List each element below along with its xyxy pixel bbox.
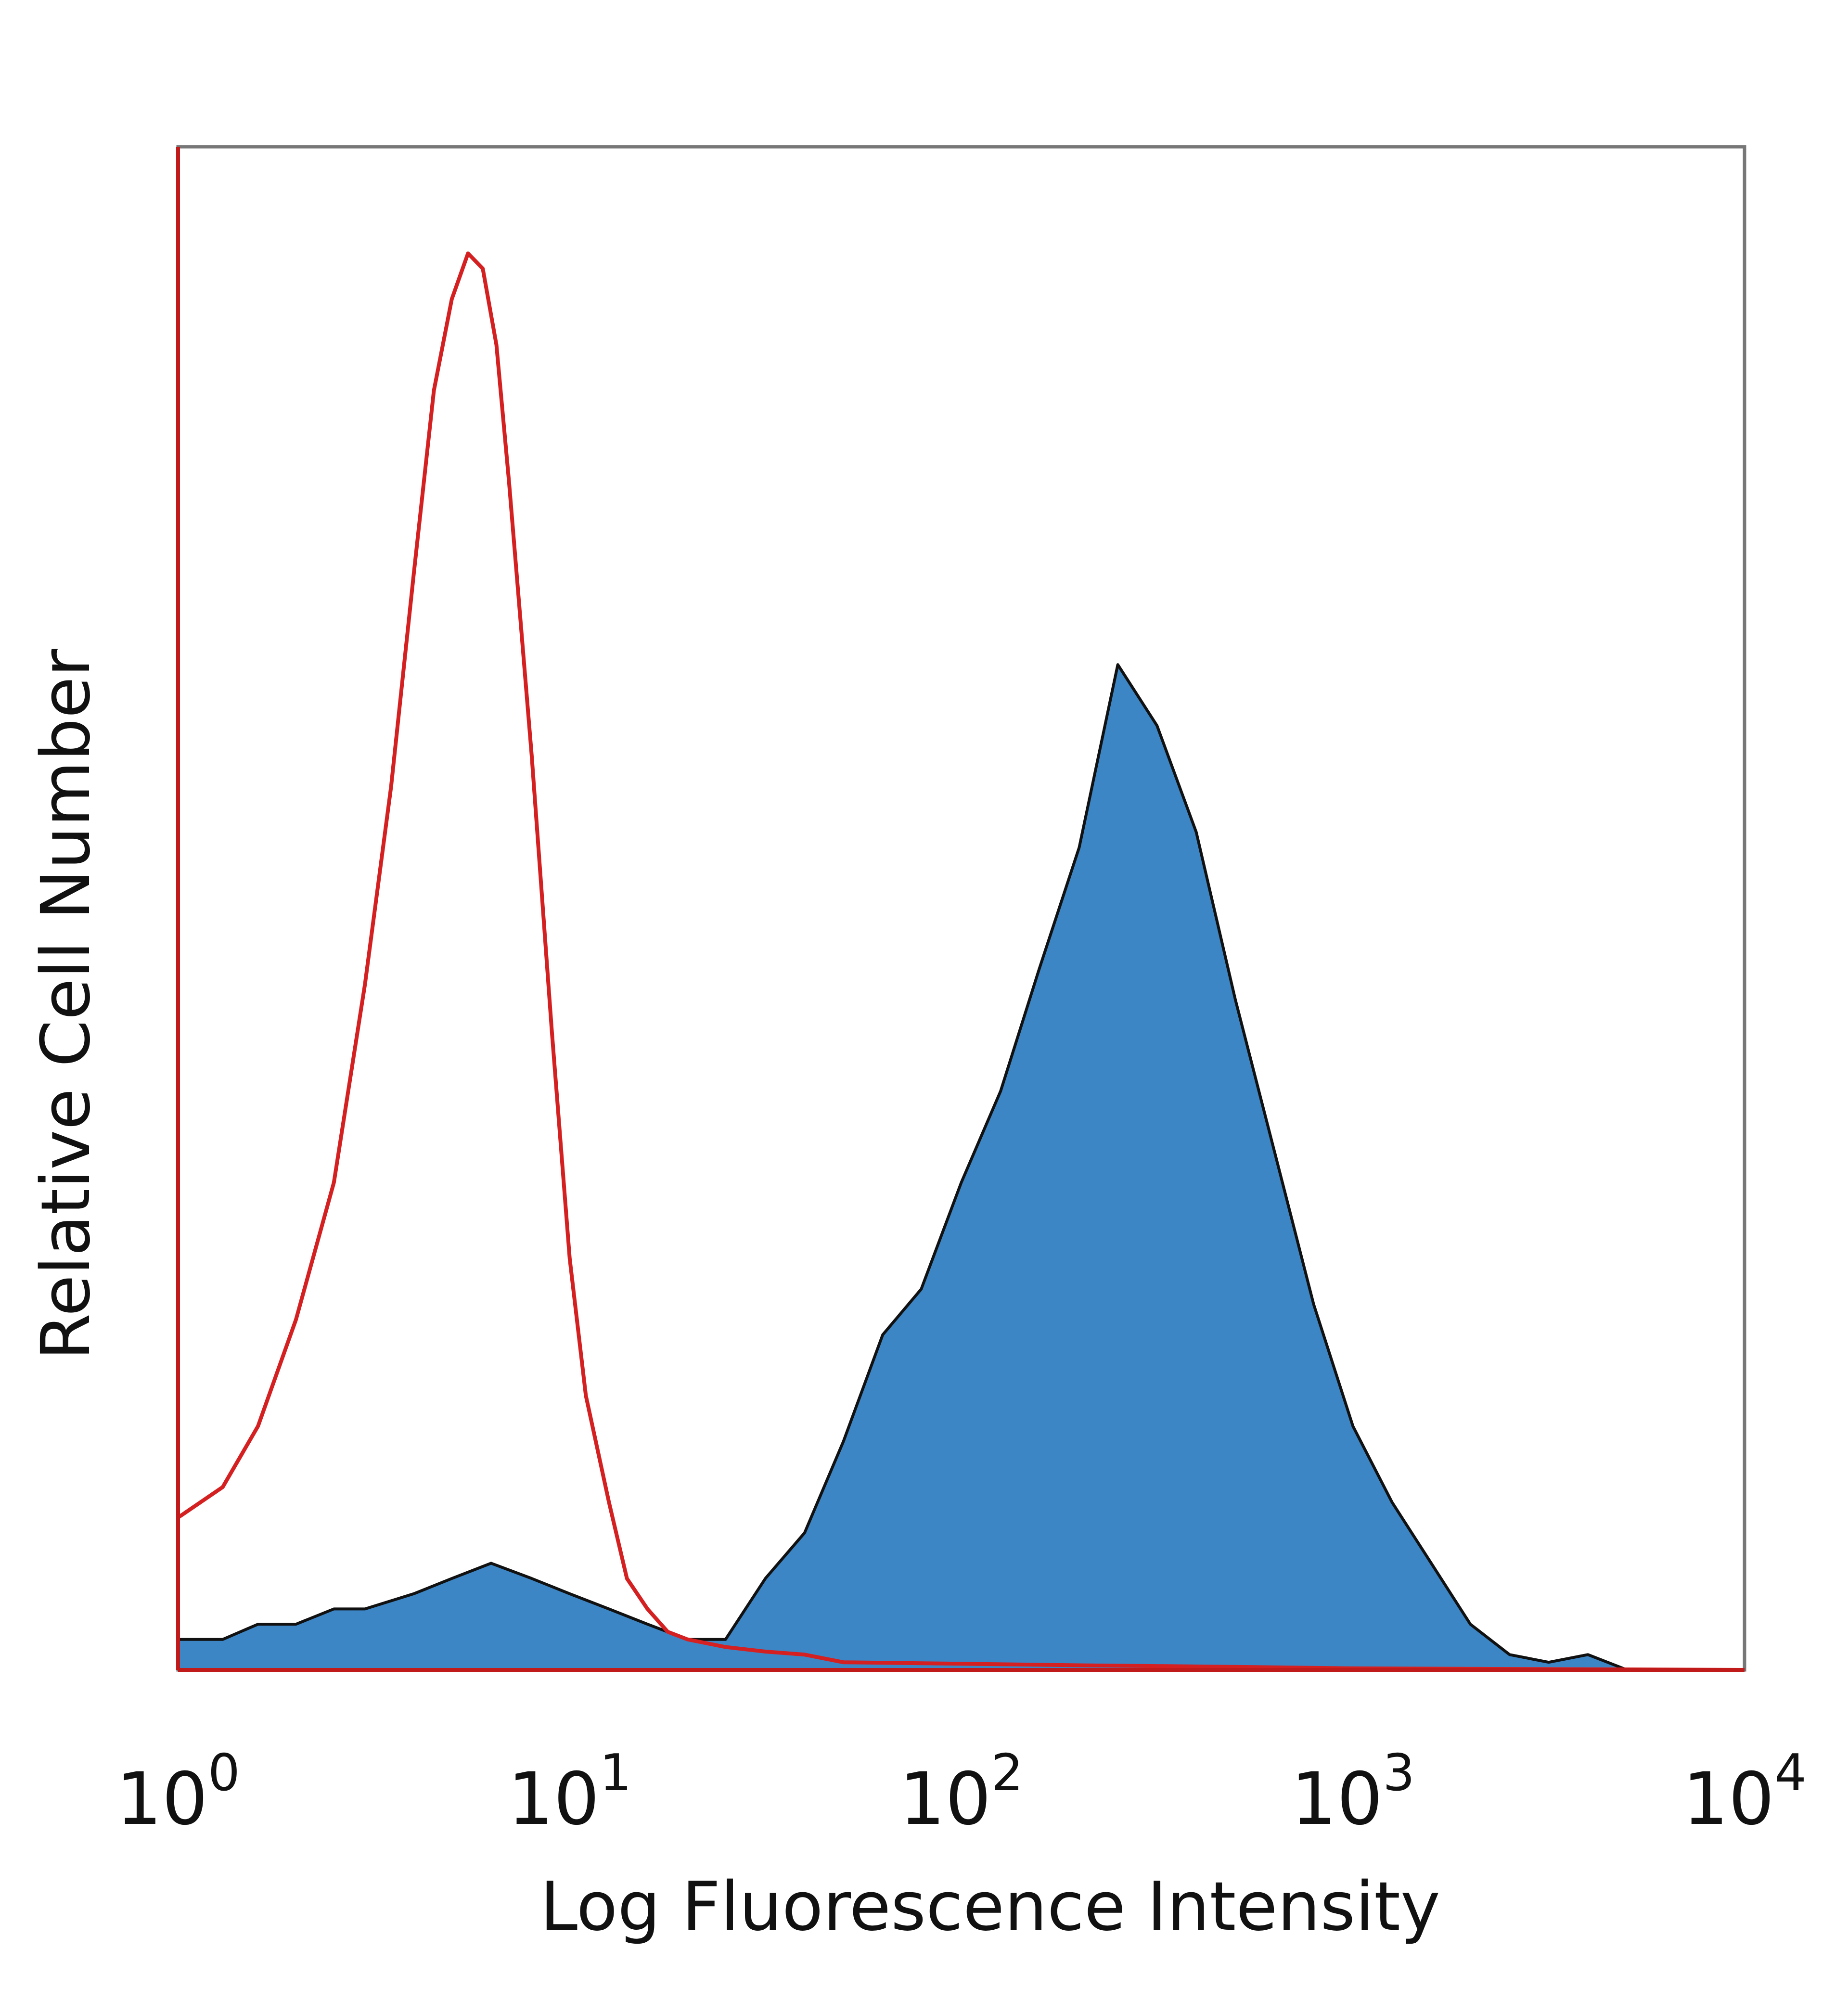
x-axis-title: Log Fluorescence Intensity bbox=[540, 1868, 1440, 1946]
x-tick-label: 103 bbox=[1291, 1744, 1415, 1841]
x-tick-base: 10 bbox=[1682, 1757, 1774, 1841]
x-tick-label: 104 bbox=[1682, 1744, 1807, 1841]
x-tick-labels: 100 101 102 103 104 bbox=[116, 1744, 1807, 1841]
x-tick-base: 10 bbox=[508, 1757, 600, 1841]
histogram-stained-series bbox=[177, 663, 1746, 1671]
series-layer bbox=[177, 251, 1746, 1672]
histogram-control-series bbox=[177, 251, 1745, 1672]
x-tick-exponent: 3 bbox=[1383, 1744, 1415, 1802]
x-tick-exponent: 0 bbox=[208, 1744, 240, 1802]
x-tick-label: 102 bbox=[899, 1744, 1024, 1841]
y-axis-title: Relative Cell Number bbox=[27, 649, 105, 1360]
x-tick-exponent: 2 bbox=[991, 1744, 1024, 1802]
x-tick-exponent: 1 bbox=[600, 1744, 632, 1802]
x-tick-label: 101 bbox=[508, 1744, 632, 1841]
x-tick-exponent: 4 bbox=[1774, 1744, 1807, 1802]
x-tick-base: 10 bbox=[1291, 1757, 1383, 1841]
x-tick-base: 10 bbox=[899, 1757, 991, 1841]
x-tick-label: 100 bbox=[116, 1744, 240, 1841]
x-tick-base: 10 bbox=[116, 1757, 208, 1841]
